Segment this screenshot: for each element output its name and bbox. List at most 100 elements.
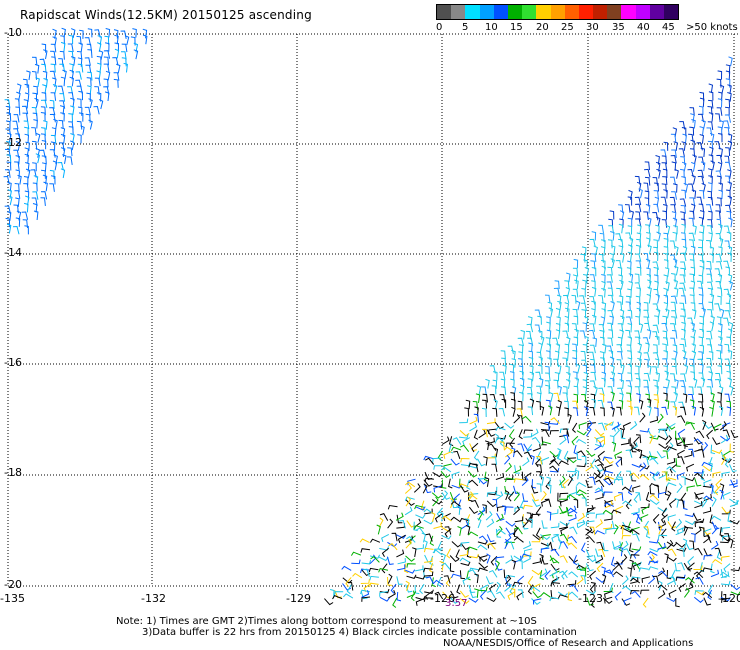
wind-barb [416,527,426,535]
wind-barb [605,569,615,578]
wind-barb [423,455,434,461]
wind-barb [599,336,605,346]
wind-barb [458,483,469,488]
wind-barb [41,43,47,53]
wind-barb [643,352,651,361]
wind-barb [607,239,613,249]
wind-barb [627,288,632,298]
wind-barb [459,557,470,563]
wind-barb [666,556,677,562]
wind-barb [620,524,631,530]
wind-barb [598,224,604,234]
wind-barb [647,217,652,228]
wind-barb [550,548,560,557]
wind-barb [726,400,732,410]
wind-barb [441,436,450,445]
wind-barb [728,217,733,228]
wind-barb [392,597,398,608]
wind-barb [559,495,569,500]
wind-barb [689,540,695,550]
wind-barb [466,479,471,490]
wind-barb [35,153,41,164]
wind-barb [594,441,602,451]
wind-barb [716,401,723,411]
wind-barb [504,534,512,544]
wind-barb [671,386,677,396]
wind-barb [505,462,512,473]
wind-barb [653,190,659,199]
wind-barb [710,485,719,494]
wind-barb [487,590,496,599]
wind-barb [378,517,384,528]
wind-barb [619,392,624,403]
pass-time-label: 3:57 [445,598,468,609]
wind-barb [566,336,571,347]
wind-barb [31,127,37,136]
wind-barb [52,36,57,47]
wind-barb [39,58,46,68]
wind-barb [622,521,631,530]
wind-barb [456,505,461,515]
wind-barb [680,168,685,179]
wind-barb [716,316,722,326]
wind-barb [655,161,661,172]
wind-barb [600,407,605,417]
wind-barb [492,407,498,417]
wind-barb [41,169,46,179]
wind-barb [657,534,668,540]
wind-barb [407,478,416,486]
wind-barb [719,571,730,578]
wind-barb [719,421,727,431]
wind-barb [619,309,625,319]
wind-barb [714,485,721,496]
wind-barb [133,49,139,60]
wind-barb [519,391,524,402]
wind-barb [581,455,587,465]
lat-label: -12 [4,136,22,149]
wind-barb [728,385,734,396]
wind-barb [680,406,687,416]
wind-barb [76,98,82,108]
wind-barb [625,329,631,339]
wind-barb [710,569,720,578]
wind-barb [22,112,29,122]
wind-barb [727,140,733,151]
wind-barb [576,430,587,436]
wind-barb [608,350,614,360]
wind-barb [362,568,370,577]
wind-barb [24,126,29,136]
wind-barb [484,477,490,487]
wind-barb [535,371,542,381]
wind-barb [691,405,697,416]
wind-barb [706,240,712,249]
wind-barb [664,486,670,496]
wind-barb [540,592,551,598]
wind-barb [581,309,587,319]
wind-barb [702,483,713,488]
wind-barb [13,114,20,123]
wind-barb [681,238,687,248]
wind-barb [648,560,658,566]
wind-barb [674,168,679,179]
wind-barb [611,520,619,530]
wind-speed-legend: 0 5 10 15 20 25 30 35 40 45 >50 knots [436,4,738,38]
wind-barb [509,371,515,381]
wind-barb [716,78,722,88]
wind-barb [525,330,532,340]
wind-barb [616,301,623,311]
wind-barb [717,287,723,297]
wind-barb [499,436,506,447]
wind-barb [24,133,30,144]
wind-barb [618,492,624,501]
wind-barb [699,210,705,220]
wind-barb [601,274,606,284]
wind-barb [604,590,613,599]
wind-barb [685,520,696,526]
wind-barb [606,281,613,290]
wind-barb [603,491,613,497]
wind-barb [609,210,615,220]
wind-barb [618,295,624,305]
wind-barb [725,364,731,374]
wind-barb [597,463,606,472]
wind-barb [680,211,685,221]
